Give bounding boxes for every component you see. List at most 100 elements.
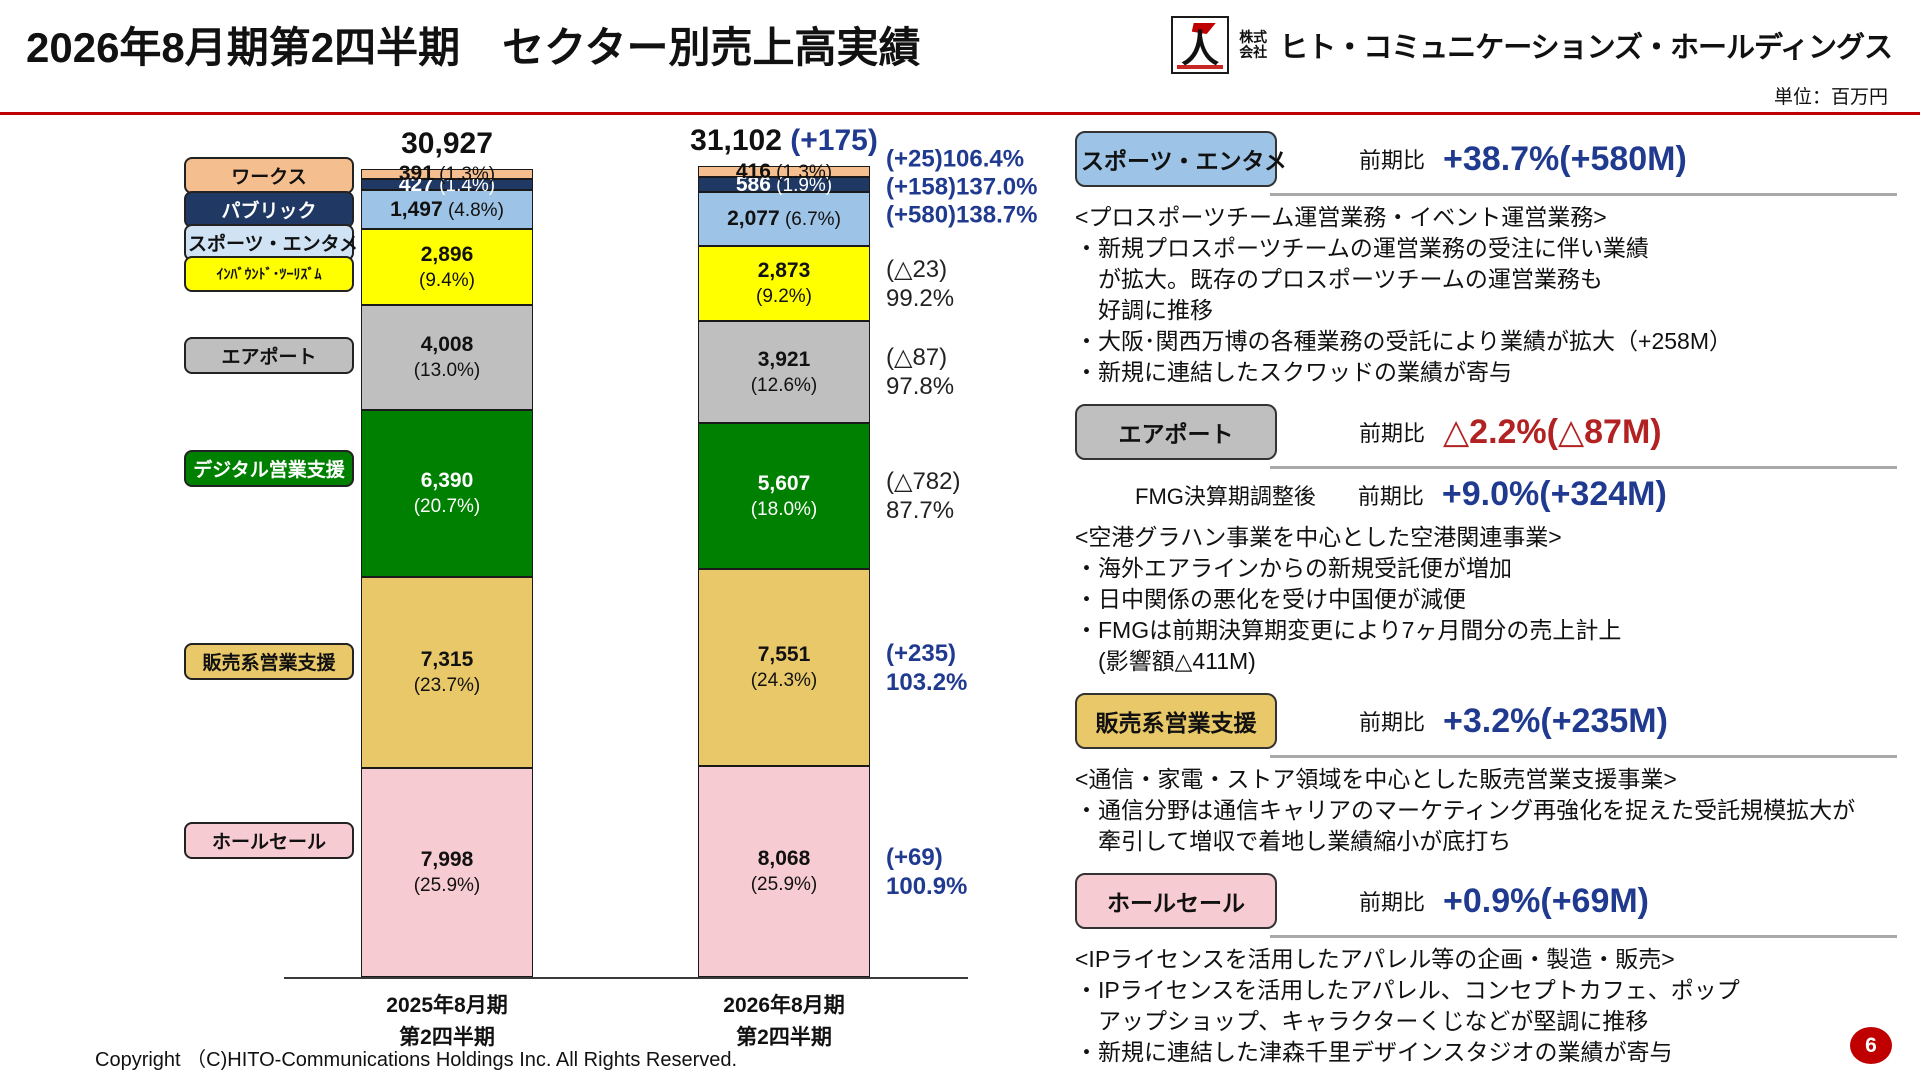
segment-value-label: 5,607 (18.0%) [750, 471, 818, 520]
company-brand: 人 株式会社 ヒト・コミュニケーションズ・ホールディングス [1171, 16, 1893, 74]
segment-value-label: 8,068 (25.9%) [750, 847, 818, 895]
commentary-line: ・海外エアラインからの新規受託便が増加 [1075, 555, 1512, 581]
segment-value-label: 3,921 (12.6%) [750, 347, 818, 396]
legend-retail-sales-support: 販売系営業支援 [184, 643, 354, 680]
yoy-annotation-wholesale: (+69) 100.9% [886, 843, 968, 900]
commentary-line: ・日中関係の悪化を受け中国便が減便 [1075, 586, 1466, 612]
section-wholesale: ホールセール 前期比 +0.9%(+69M) <IPライセンスを活用したアパレル等の企… [1075, 873, 1915, 1068]
segment-value-label: 416 (1.3%) [735, 159, 833, 183]
legend-public: パブリック [184, 191, 354, 228]
segment-value-label: 2,896 (9.4%) [419, 242, 475, 291]
segment-wholesale-prev: 7,998 (25.9%) [361, 768, 533, 977]
x-axis-line [284, 977, 968, 979]
yoy-value-wholesale: +0.9%(+69M) [1443, 881, 1650, 920]
yoy-annotation-airport: (△87) 97.8% [886, 344, 955, 400]
company-prefix: 株式会社 [1239, 29, 1268, 60]
commentary-line: <IPライセンスを活用したアパレル等の企画・製造・販売> [1075, 946, 1675, 972]
segment-value-label: 586 (1.9%) [735, 172, 833, 196]
yoy-annotation-inbound-tourism: (△23) 99.2% [886, 255, 955, 312]
compare-label: 前期比 [1359, 148, 1426, 173]
company-logo-icon: 人 [1171, 16, 1230, 74]
segment-value-label: 7,315 (23.7%) [413, 648, 481, 696]
logo-caption-bar [1177, 65, 1224, 69]
yoy-value-sports-entertainment: +38.7%(+580M) [1443, 139, 1687, 178]
segment-value-label: 7,551 (24.3%) [750, 643, 818, 691]
sector-commentary-panel: スポーツ・エンタメ 前期比 +38.7%(+580M) <プロスポーツチーム運営業務・… [1075, 131, 1915, 1084]
adjusted-yoy-value: +9.0%(+324M) [1441, 475, 1667, 513]
section-sports-entertainment: スポーツ・エンタメ 前期比 +38.7%(+580M) <プロスポーツチーム運営業務・… [1075, 131, 1915, 388]
yoy-value-airport: △2.2%(△87M) [1443, 413, 1662, 451]
segment-inbound-tourism-curr: 2,873 (9.2%) [698, 246, 870, 321]
segment-retail-sales-support-prev: 7,315 (23.7%) [361, 577, 533, 768]
segment-value-label: 7,998 (25.9%) [413, 848, 481, 896]
commentary-line: 好調に推移 [1075, 297, 1213, 323]
compare-label: 前期比 [1359, 710, 1426, 735]
commentary-line: アップショップ、キャラクターくじなどが堅調に推移 [1075, 1008, 1649, 1034]
segment-airport-prev: 4,008 (13.0%) [361, 305, 533, 410]
compare-label: 前期比 [1359, 421, 1426, 446]
company-name: ヒト・コミュニケーションズ・ホールディングス [1279, 32, 1893, 64]
legend-digital-sales-support: デジタル営業支援 [184, 450, 354, 487]
section-airport: エアポート 前期比 △2.2%(△87M) FMG決算期調整後 前期比 +9.0%(+32… [1075, 404, 1915, 677]
commentary-line: ・通信分野は通信キャリアのマーケティング再強化を捉えた受託規模拡大が [1075, 797, 1856, 823]
commentary-line: 牽引して増収で着地し業績縮小が底打ち [1075, 828, 1512, 854]
sector-badge-wholesale: ホールセール [1075, 873, 1277, 929]
header-divider [0, 112, 1920, 115]
commentary-line: ・新規プロスポーツチームの運営業務の受注に伴い業績 [1075, 235, 1649, 261]
legend-inbound-tourism: ｲﾝﾊﾞｳﾝﾄﾞ･ﾂｰﾘｽﾞﾑ [184, 256, 354, 292]
commentary-line: ・新規に連結した津森千里デザインスタジオの業績が寄与 [1075, 1039, 1673, 1065]
segment-value-label: 6,390 (20.7%) [413, 469, 481, 517]
adjusted-prefix-label: FMG決算期調整後 [1135, 483, 1316, 509]
yoy-annotation-retail-sales-support: (+235) 103.2% [886, 639, 968, 696]
commentary-line: <プロスポーツチーム運営業務・イベント運営業務> [1075, 204, 1607, 230]
commentary-line: <空港グラハン事業を中心とした空港関連事業> [1075, 524, 1562, 550]
bar-total-curr: 31,102 (+175) [690, 124, 878, 157]
segment-digital-sales-support-curr: 5,607 (18.0%) [698, 423, 870, 569]
segment-inbound-tourism-prev: 2,896 (9.4%) [361, 229, 533, 305]
commentary-line: <通信・家電・ストア領域を中心とした販売営業支援事業> [1075, 766, 1677, 792]
segment-value-label: 4,008 (13.0%) [413, 333, 481, 381]
bar-total-prev: 30,927 [401, 127, 493, 160]
commentary-line: ・IPライセンスを活用したアパレル、コンセプトカフェ、ポップ [1075, 977, 1740, 1003]
commentary-line: ・FMGは前期決算期変更により7ヶ月間分の売上計上 [1075, 617, 1622, 643]
sector-badge-airport: エアポート [1075, 404, 1277, 460]
legend-wholesale: ホールセール [184, 822, 354, 859]
sector-badge-sports-entertainment: スポーツ・エンタメ [1075, 131, 1287, 187]
commentary-line: ・新規に連結したスクワッドの業績が寄与 [1075, 359, 1512, 385]
segment-value-label: 2,077 (6.7%) [727, 207, 841, 230]
segment-digital-sales-support-prev: 6,390 (20.7%) [361, 410, 533, 577]
segment-works-curr: 416 (1.3%) [698, 160, 870, 183]
section-header-row-wholesale: ホールセール 前期比 +0.9%(+69M) [1075, 873, 1915, 938]
segment-retail-sales-support-curr: 7,551 (24.3%) [698, 569, 870, 766]
segment-wholesale-curr: 8,068 (25.9%) [698, 766, 870, 977]
page-title: 2026年8月期第2四半期 セクター別売上高実績 [26, 24, 921, 71]
segment-public-curr: 586 (1.9%) [698, 173, 870, 196]
section-header-row-airport: エアポート 前期比 △2.2%(△87M) [1075, 404, 1915, 469]
x-axis-label-curr: 2026年8月期 第2四半期 [723, 994, 845, 1049]
logo-person-glyph: 人 [1181, 28, 1220, 71]
logo-red-accent [1191, 23, 1216, 34]
yoy-annotation-public: (+158)137.0% [886, 173, 1038, 201]
segment-airport-curr: 3,921 (12.6%) [698, 321, 870, 423]
section-retail-sales-support: 販売系営業支援 前期比 +3.2%(+235M) <通信・家電・ストア領域を中心とした… [1075, 693, 1915, 857]
segment-sports-entertainment-curr: 2,077 (6.7%) [698, 192, 870, 246]
segment-value-label: 391 (1.3%) [398, 162, 496, 185]
compare-label: 前期比 [1357, 483, 1424, 509]
yoy-value-retail-sales-support: +3.2%(+235M) [1443, 701, 1668, 740]
adjusted-yoy-row: FMG決算期調整後 前期比 +9.0%(+324M) [1135, 475, 1915, 514]
copyright: Copyright （C)HITO-Communications Holding… [95, 1049, 738, 1071]
yoy-annotation-sports-entertainment: (+580)138.7% [886, 201, 1038, 229]
compare-label: 前期比 [1359, 890, 1426, 915]
legend-works: ワークス [184, 157, 354, 194]
unit-label: 単位：百万円 [1773, 87, 1888, 108]
x-axis-label-prev: 2025年8月期 第2四半期 [386, 994, 508, 1049]
commentary-line: ・大阪･関西万博の各種業務の受託により業績が拡大（+258M） [1075, 328, 1733, 354]
yoy-annotation-works: (+25)106.4% [886, 145, 1025, 173]
segment-value-label: 2,873 (9.2%) [756, 259, 812, 307]
segment-sports-entertainment-prev: 1,497 (4.8%) [361, 190, 533, 229]
page-number-badge: 6 [1850, 1027, 1892, 1064]
commentary-line: (影響額△411M) [1075, 648, 1256, 674]
segment-works-prev: 391 (1.3%) [361, 162, 533, 185]
legend-airport: エアポート [184, 337, 354, 374]
yoy-annotation-digital-sales-support: (△782) 87.7% [886, 468, 961, 524]
